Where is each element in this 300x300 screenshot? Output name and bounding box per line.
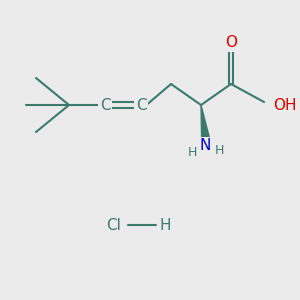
Text: H: H	[187, 146, 197, 160]
Text: Cl: Cl	[106, 218, 122, 232]
Text: H: H	[214, 143, 224, 157]
Text: C: C	[136, 98, 146, 112]
Text: C: C	[100, 98, 110, 112]
Text: OH: OH	[273, 98, 296, 112]
Text: N: N	[200, 138, 211, 153]
Text: H: H	[159, 218, 171, 232]
Text: O: O	[225, 35, 237, 50]
Polygon shape	[201, 105, 209, 139]
